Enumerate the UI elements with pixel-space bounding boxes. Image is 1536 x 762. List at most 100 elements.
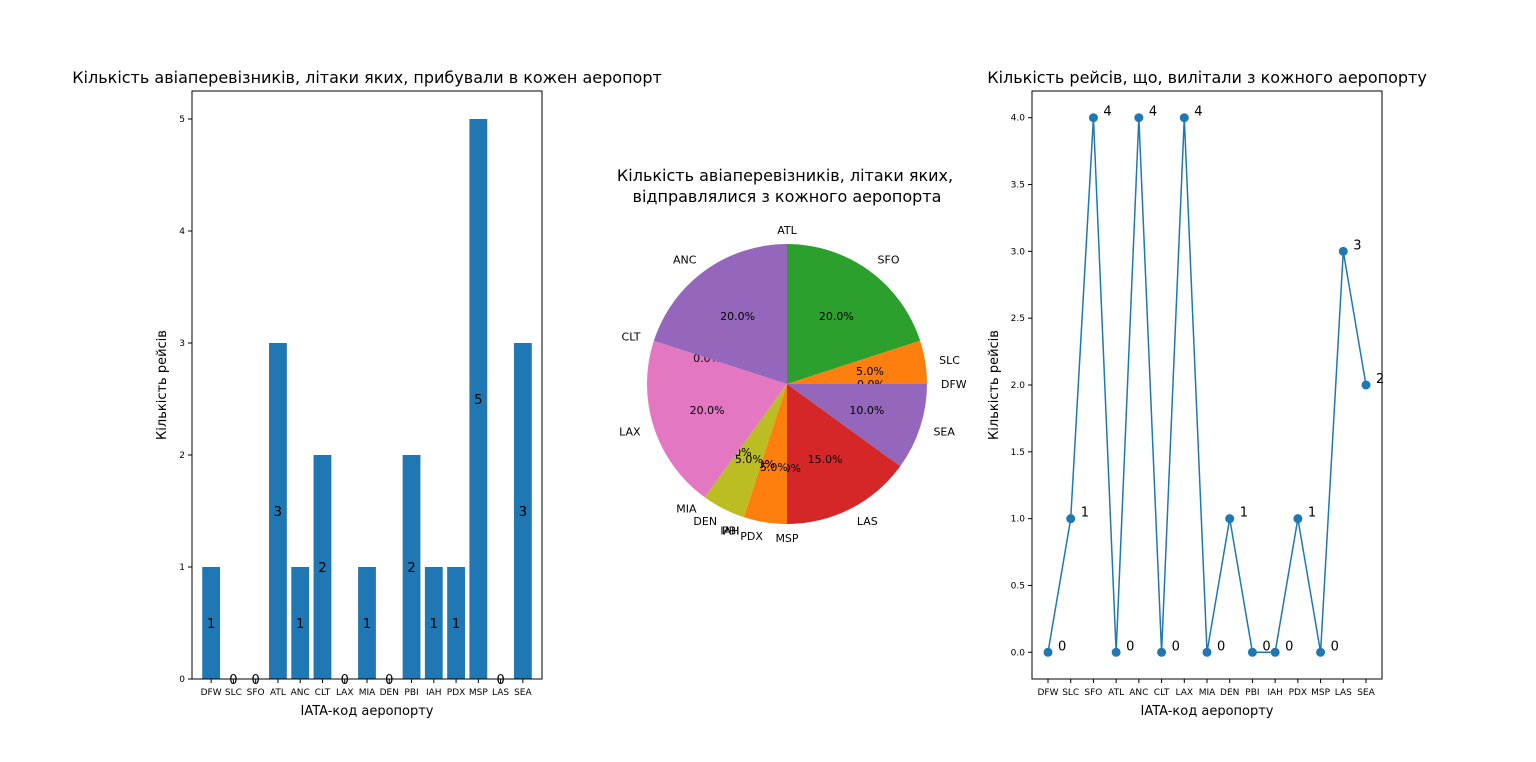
bar-chart-xlabel: IATA-код аеропорту xyxy=(300,704,433,719)
bar xyxy=(269,343,287,679)
pie-slice xyxy=(743,384,787,524)
bar-x-tick-label: IAH xyxy=(426,688,442,698)
line-point-label: 0 xyxy=(1262,639,1270,654)
line-point xyxy=(1247,647,1257,657)
line-x-tick-label: MIA xyxy=(1199,688,1216,698)
bar xyxy=(424,567,443,679)
line-point-label: 4 xyxy=(1149,105,1157,120)
pie-slice-label: SLC xyxy=(939,354,960,367)
bar-value-label: 1 xyxy=(452,617,460,632)
bar-x-tick-label: DEN xyxy=(380,688,399,698)
pie-slice xyxy=(704,384,787,518)
line-chart-ylabel: Кількість рейсів xyxy=(987,330,1002,440)
bar-chart-marks: 012345DFW1SLC0SFO0ATL3ANC1CLT2LAX0MIA1DE… xyxy=(179,115,532,698)
pie-slice-label: ANC xyxy=(673,253,697,266)
line-point xyxy=(1225,514,1235,524)
line-y-tick-label: 1.5 xyxy=(1011,448,1025,458)
pie-slice-label: LAX xyxy=(619,426,641,439)
bar-y-tick-label: 0 xyxy=(179,675,185,685)
bar-x-tick-label: SFO xyxy=(247,688,265,698)
line-chart-marks: 0.0 0.5 1.0 1.5 2.0 2.5 3.0 3.5 4.0 DFW 0 SLC 1 SFO 4 A… xyxy=(1011,105,1385,698)
line-chart-frame xyxy=(1031,90,1383,680)
bar xyxy=(291,567,310,679)
bar-value-label: 0 xyxy=(496,673,504,688)
line-point-label: 0 xyxy=(1285,639,1293,654)
line-point-label: 0 xyxy=(1058,639,1066,654)
bar-x-tick-label: LAX xyxy=(336,688,354,698)
line-point xyxy=(1066,514,1076,524)
line-x-tick-label: ANC xyxy=(1129,688,1148,698)
pie-percent-label: 15.0% xyxy=(808,453,843,466)
bar-chart: Кількість авіаперевізників, літаки яких,… xyxy=(72,68,662,719)
bar-y-tick-label: 3 xyxy=(179,339,185,349)
pie-slice xyxy=(787,244,921,384)
bar xyxy=(358,567,376,679)
line-y-tick-label: 0.0 xyxy=(1011,648,1026,658)
pie-slice-label: SEA xyxy=(933,426,955,439)
line-point-label: 0 xyxy=(1126,639,1134,654)
bar-x-tick-label: ANC xyxy=(291,688,310,698)
pie-slice-label: DEN xyxy=(693,515,717,528)
line-y-tick-label: 4.0 xyxy=(1011,114,1026,124)
pie-percent-label: 20.0% xyxy=(720,310,755,323)
bar-value-label: 1 xyxy=(363,617,371,632)
bar-value-label: 0 xyxy=(385,673,393,688)
pie-percent-label: 5.0% xyxy=(856,365,884,378)
line-point xyxy=(1179,113,1189,123)
line-x-tick-label: SLC xyxy=(1062,688,1079,698)
pie-slice-label: LAS xyxy=(857,515,878,528)
line-x-tick-label: MSP xyxy=(1311,688,1330,698)
bar xyxy=(469,119,488,679)
line-point xyxy=(1293,514,1303,524)
pie-percent-label: 20.0% xyxy=(819,310,854,323)
line-point xyxy=(1316,647,1326,657)
line-point-label: 2 xyxy=(1376,372,1384,387)
line-x-tick-label: SEA xyxy=(1357,688,1375,698)
pie-slice-label: CLT xyxy=(622,330,641,343)
line-chart-xlabel: IATA-код аеропорту xyxy=(1140,704,1273,719)
line-x-tick-label: CLT xyxy=(1154,688,1170,698)
bar-chart-title: Кількість авіаперевізників, літаки яких,… xyxy=(72,68,662,87)
line-point-label: 1 xyxy=(1240,506,1248,521)
line-y-tick-label: 2.5 xyxy=(1011,314,1025,324)
bar-value-label: 2 xyxy=(318,561,326,576)
line-point-label: 3 xyxy=(1353,238,1361,253)
bar-y-tick-label: 4 xyxy=(179,227,185,237)
line-y-tick-label: 3.0 xyxy=(1011,247,1026,257)
line-x-tick-label: SFO xyxy=(1084,688,1102,698)
bar-x-tick-label: LAS xyxy=(492,688,509,698)
line-x-tick-label: LAS xyxy=(1335,688,1352,698)
line-x-tick-label: LAX xyxy=(1176,688,1194,698)
bar-value-label: 5 xyxy=(474,393,482,408)
line-point-label: 4 xyxy=(1194,105,1202,120)
pie-slice xyxy=(653,244,787,384)
line-point xyxy=(1202,647,1212,657)
line-point xyxy=(1111,647,1121,657)
line-point xyxy=(1270,647,1280,657)
bar-value-label: 3 xyxy=(274,505,282,520)
line-point xyxy=(1157,647,1167,657)
line-y-tick-label: 3.5 xyxy=(1011,181,1025,191)
bar-x-tick-label: MSP xyxy=(469,688,488,698)
bar-value-label: 1 xyxy=(296,617,304,632)
line-point-label: 4 xyxy=(1103,105,1111,120)
pie-percent-label: 5.0% xyxy=(735,453,763,466)
bar-value-label: 0 xyxy=(341,673,349,688)
line-x-tick-label: DEN xyxy=(1220,688,1239,698)
bar-value-label: 1 xyxy=(207,617,215,632)
bar-value-label: 0 xyxy=(252,673,260,688)
bar-y-tick-label: 5 xyxy=(179,115,185,125)
line-x-tick-label: ATL xyxy=(1108,688,1124,698)
pie-slice-label: DFW xyxy=(941,378,967,391)
bar-chart-ylabel: Кількість рейсів xyxy=(155,330,170,440)
pie-slice-label: IAH xyxy=(720,524,739,537)
pie-slice xyxy=(787,384,927,467)
pie-percent-label: 5.0% xyxy=(760,461,788,474)
bar-value-label: 0 xyxy=(229,673,237,688)
pie-percent-label: 20.0% xyxy=(690,404,725,417)
bar-value-label: 3 xyxy=(519,505,527,520)
line-x-tick-label: PBI xyxy=(1245,688,1259,698)
line-point xyxy=(1088,113,1098,123)
bar-y-tick-label: 1 xyxy=(179,563,185,573)
